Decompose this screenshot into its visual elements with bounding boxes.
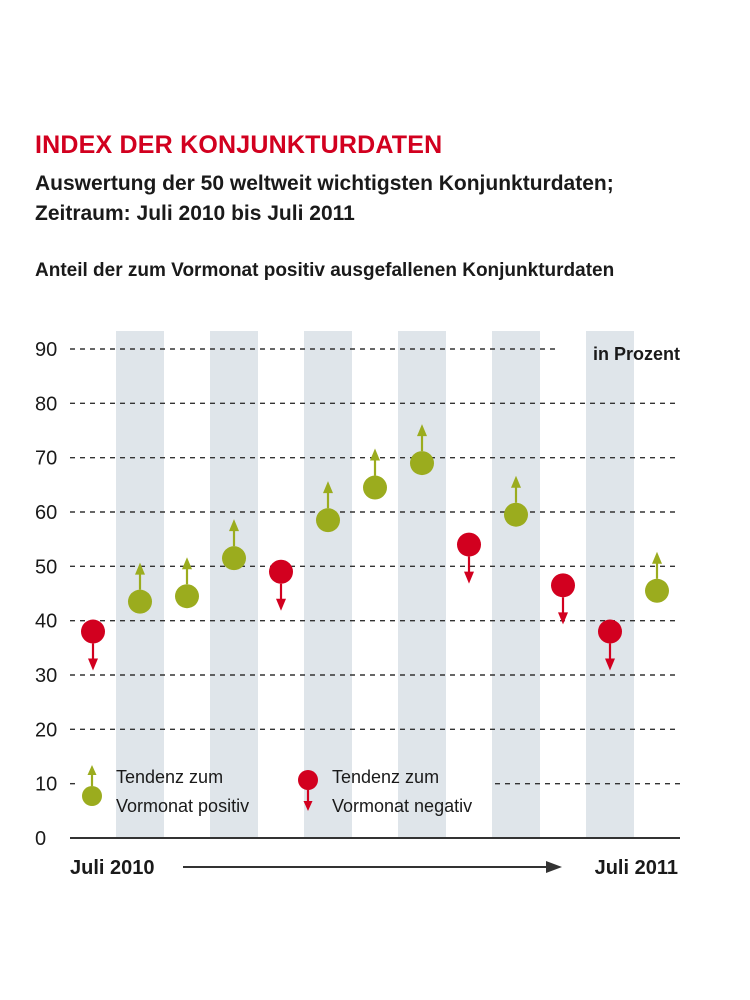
trend-arrow-up-icon	[370, 448, 380, 461]
data-point-dot	[128, 589, 152, 614]
data-point-dot	[504, 502, 528, 527]
y-tick-label: 10	[35, 774, 57, 796]
data-point	[457, 532, 481, 584]
data-point	[551, 573, 575, 625]
data-point-dot	[269, 559, 293, 584]
legend-label-line-1: Tendenz zum	[332, 767, 439, 787]
data-point-dot	[81, 619, 105, 644]
month-band	[586, 331, 634, 838]
unit-label: in Prozent	[593, 344, 680, 364]
trend-arrow-down-icon	[558, 612, 568, 625]
y-tick-label: 30	[35, 665, 57, 687]
subtitle-line-2: Zeitraum: Juli 2010 bis Juli 2011	[35, 202, 355, 225]
y-tick-label: 90	[35, 339, 57, 361]
legend-dot	[82, 786, 102, 806]
legend-label-line-1: Tendenz zum	[116, 767, 223, 787]
chart-caption: Anteil der zum Vormonat positiv ausgefal…	[35, 260, 615, 281]
trend-arrow-down-icon	[88, 658, 98, 671]
timeline-arrow-right-icon	[546, 861, 562, 873]
timeline-start-label: Juli 2010	[70, 857, 155, 879]
data-point	[645, 551, 669, 603]
data-points	[81, 424, 669, 671]
month-band	[398, 331, 446, 838]
data-point	[504, 475, 528, 527]
y-tick-label: 70	[35, 448, 57, 470]
trend-arrow-down-icon	[464, 571, 474, 584]
legend-arrow-up-icon	[87, 765, 97, 775]
month-band	[492, 331, 540, 838]
trend-arrow-up-icon	[229, 519, 239, 532]
trend-arrow-down-icon	[276, 598, 286, 611]
legend-item: Tendenz zum Vormonat negativ	[298, 767, 472, 816]
trend-arrow-up-icon	[182, 557, 192, 570]
y-tick-label: 20	[35, 719, 57, 741]
data-point-dot	[457, 532, 481, 557]
trend-arrow-up-icon	[417, 424, 427, 437]
y-tick-label: 40	[35, 611, 57, 633]
legend-dot	[298, 770, 318, 790]
timeline-end-label: Juli 2011	[595, 857, 678, 879]
legend-label-line-2: Vormonat negativ	[332, 796, 472, 816]
data-point	[128, 562, 152, 614]
chart-subtitle: Auswertung der 50 weltweit wichtigsten K…	[35, 169, 735, 229]
y-tick-labels: 0 10 20 30 40 50 60 70 80 90 in Prozent	[35, 339, 680, 850]
data-point	[598, 619, 622, 671]
trend-arrow-up-icon	[135, 562, 145, 575]
legend: Tendenz zum Vormonat positiv Tendenz zum Vo…	[82, 765, 472, 816]
legend-item: Tendenz zum Vormonat positiv	[82, 765, 249, 816]
legend-arrow-down-icon	[303, 801, 313, 811]
data-point	[269, 559, 293, 611]
trend-arrow-up-icon	[323, 481, 333, 494]
grid-lines	[70, 348, 680, 839]
data-point-dot	[551, 573, 575, 598]
month-band	[304, 331, 352, 838]
subtitle-line-1: Auswertung der 50 weltweit wichtigsten K…	[35, 172, 614, 195]
data-point	[410, 424, 434, 476]
trend-arrow-up-icon	[652, 551, 662, 564]
data-point-dot	[363, 475, 387, 500]
data-point-dot	[222, 546, 246, 571]
data-point-dot	[598, 619, 622, 644]
month-band	[210, 331, 258, 838]
y-tick-label: 80	[35, 393, 57, 415]
data-point	[363, 448, 387, 500]
y-tick-label: 60	[35, 502, 57, 524]
month-bands	[116, 331, 634, 838]
data-point-dot	[316, 508, 340, 533]
data-point-dot	[645, 578, 669, 603]
trend-arrow-up-icon	[511, 475, 521, 488]
timeline: Juli 2010 Juli 2011	[70, 857, 678, 879]
data-point	[81, 619, 105, 671]
legend-label-line-2: Vormonat positiv	[116, 796, 249, 816]
data-point	[316, 481, 340, 533]
data-point	[175, 557, 199, 609]
data-point	[222, 519, 246, 571]
y-tick-label: 0	[35, 828, 46, 850]
data-point-dot	[410, 451, 434, 476]
chart-title: INDEX DER KONJUNKTURDATEN	[35, 131, 443, 159]
trend-arrow-down-icon	[605, 658, 615, 671]
data-point-dot	[175, 584, 199, 609]
y-tick-label: 50	[35, 556, 57, 578]
